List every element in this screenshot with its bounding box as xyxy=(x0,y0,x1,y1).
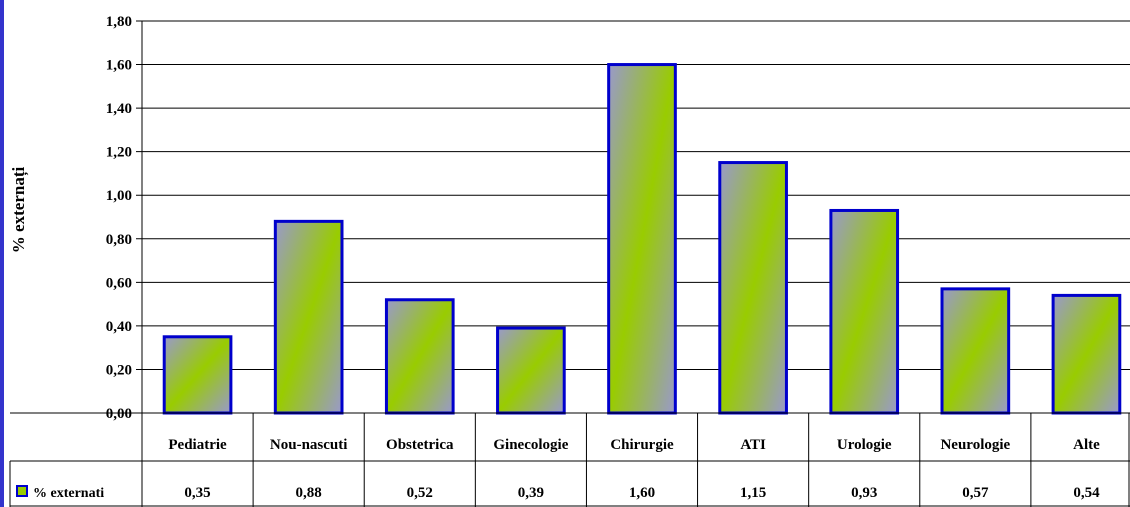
bar xyxy=(940,287,1011,415)
category-label: ATI xyxy=(740,437,766,453)
category-label: Nou-nascuti xyxy=(270,437,348,453)
category-label: Chirurgie xyxy=(610,437,674,453)
bar xyxy=(384,298,455,415)
data-label: 0,57 xyxy=(962,485,989,501)
bar xyxy=(1051,293,1122,415)
y-tick-label: 1,80 xyxy=(106,14,132,30)
bar xyxy=(273,219,344,415)
data-label: 0,52 xyxy=(407,485,433,501)
left-edge-border xyxy=(0,0,4,507)
category-label: Neurologie xyxy=(940,437,1010,453)
data-table: Pediatrie Nou-nascuti Obstetrica Ginecologi… xyxy=(9,412,1130,507)
category-label: Urologie xyxy=(837,437,892,453)
y-tick-label: 1,40 xyxy=(106,101,132,117)
data-label: 0,93 xyxy=(851,485,877,501)
y-axis-title: % externați xyxy=(9,167,29,254)
bars xyxy=(162,63,1122,415)
bar xyxy=(162,335,233,415)
bar xyxy=(607,63,677,415)
y-tick-label: 0,00 xyxy=(106,406,132,422)
category-label: Pediatrie xyxy=(168,437,227,453)
y-tick-label: 0,20 xyxy=(106,362,132,378)
data-label: 0,35 xyxy=(184,485,210,501)
y-tick-label: 1,20 xyxy=(106,145,132,161)
y-axis-ticks: 0,00 0,20 0,40 0,60 0,80 1,00 1,20 1,40 1,60 1,80 xyxy=(106,14,132,422)
y-tick-label: 0,80 xyxy=(106,232,132,248)
y-tick-label: 0,60 xyxy=(106,275,132,291)
bar xyxy=(496,326,566,415)
category-label: Alte xyxy=(1073,437,1100,453)
data-label: 1,60 xyxy=(629,485,655,501)
data-label: 0,54 xyxy=(1073,485,1100,501)
y-tick-label: 1,00 xyxy=(106,188,132,204)
data-label: 0,39 xyxy=(518,485,544,501)
category-label: Obstetrica xyxy=(386,437,454,453)
y-tick-label: 1,60 xyxy=(106,58,132,74)
legend-key xyxy=(16,485,28,497)
legend-series-name: % externati xyxy=(33,486,104,501)
category-label: Ginecologie xyxy=(493,437,568,453)
bar xyxy=(829,208,900,415)
data-label: 0,88 xyxy=(296,485,322,501)
bar xyxy=(718,161,788,415)
y-tick-label: 0,40 xyxy=(106,319,132,335)
data-label: 1,15 xyxy=(740,485,766,501)
